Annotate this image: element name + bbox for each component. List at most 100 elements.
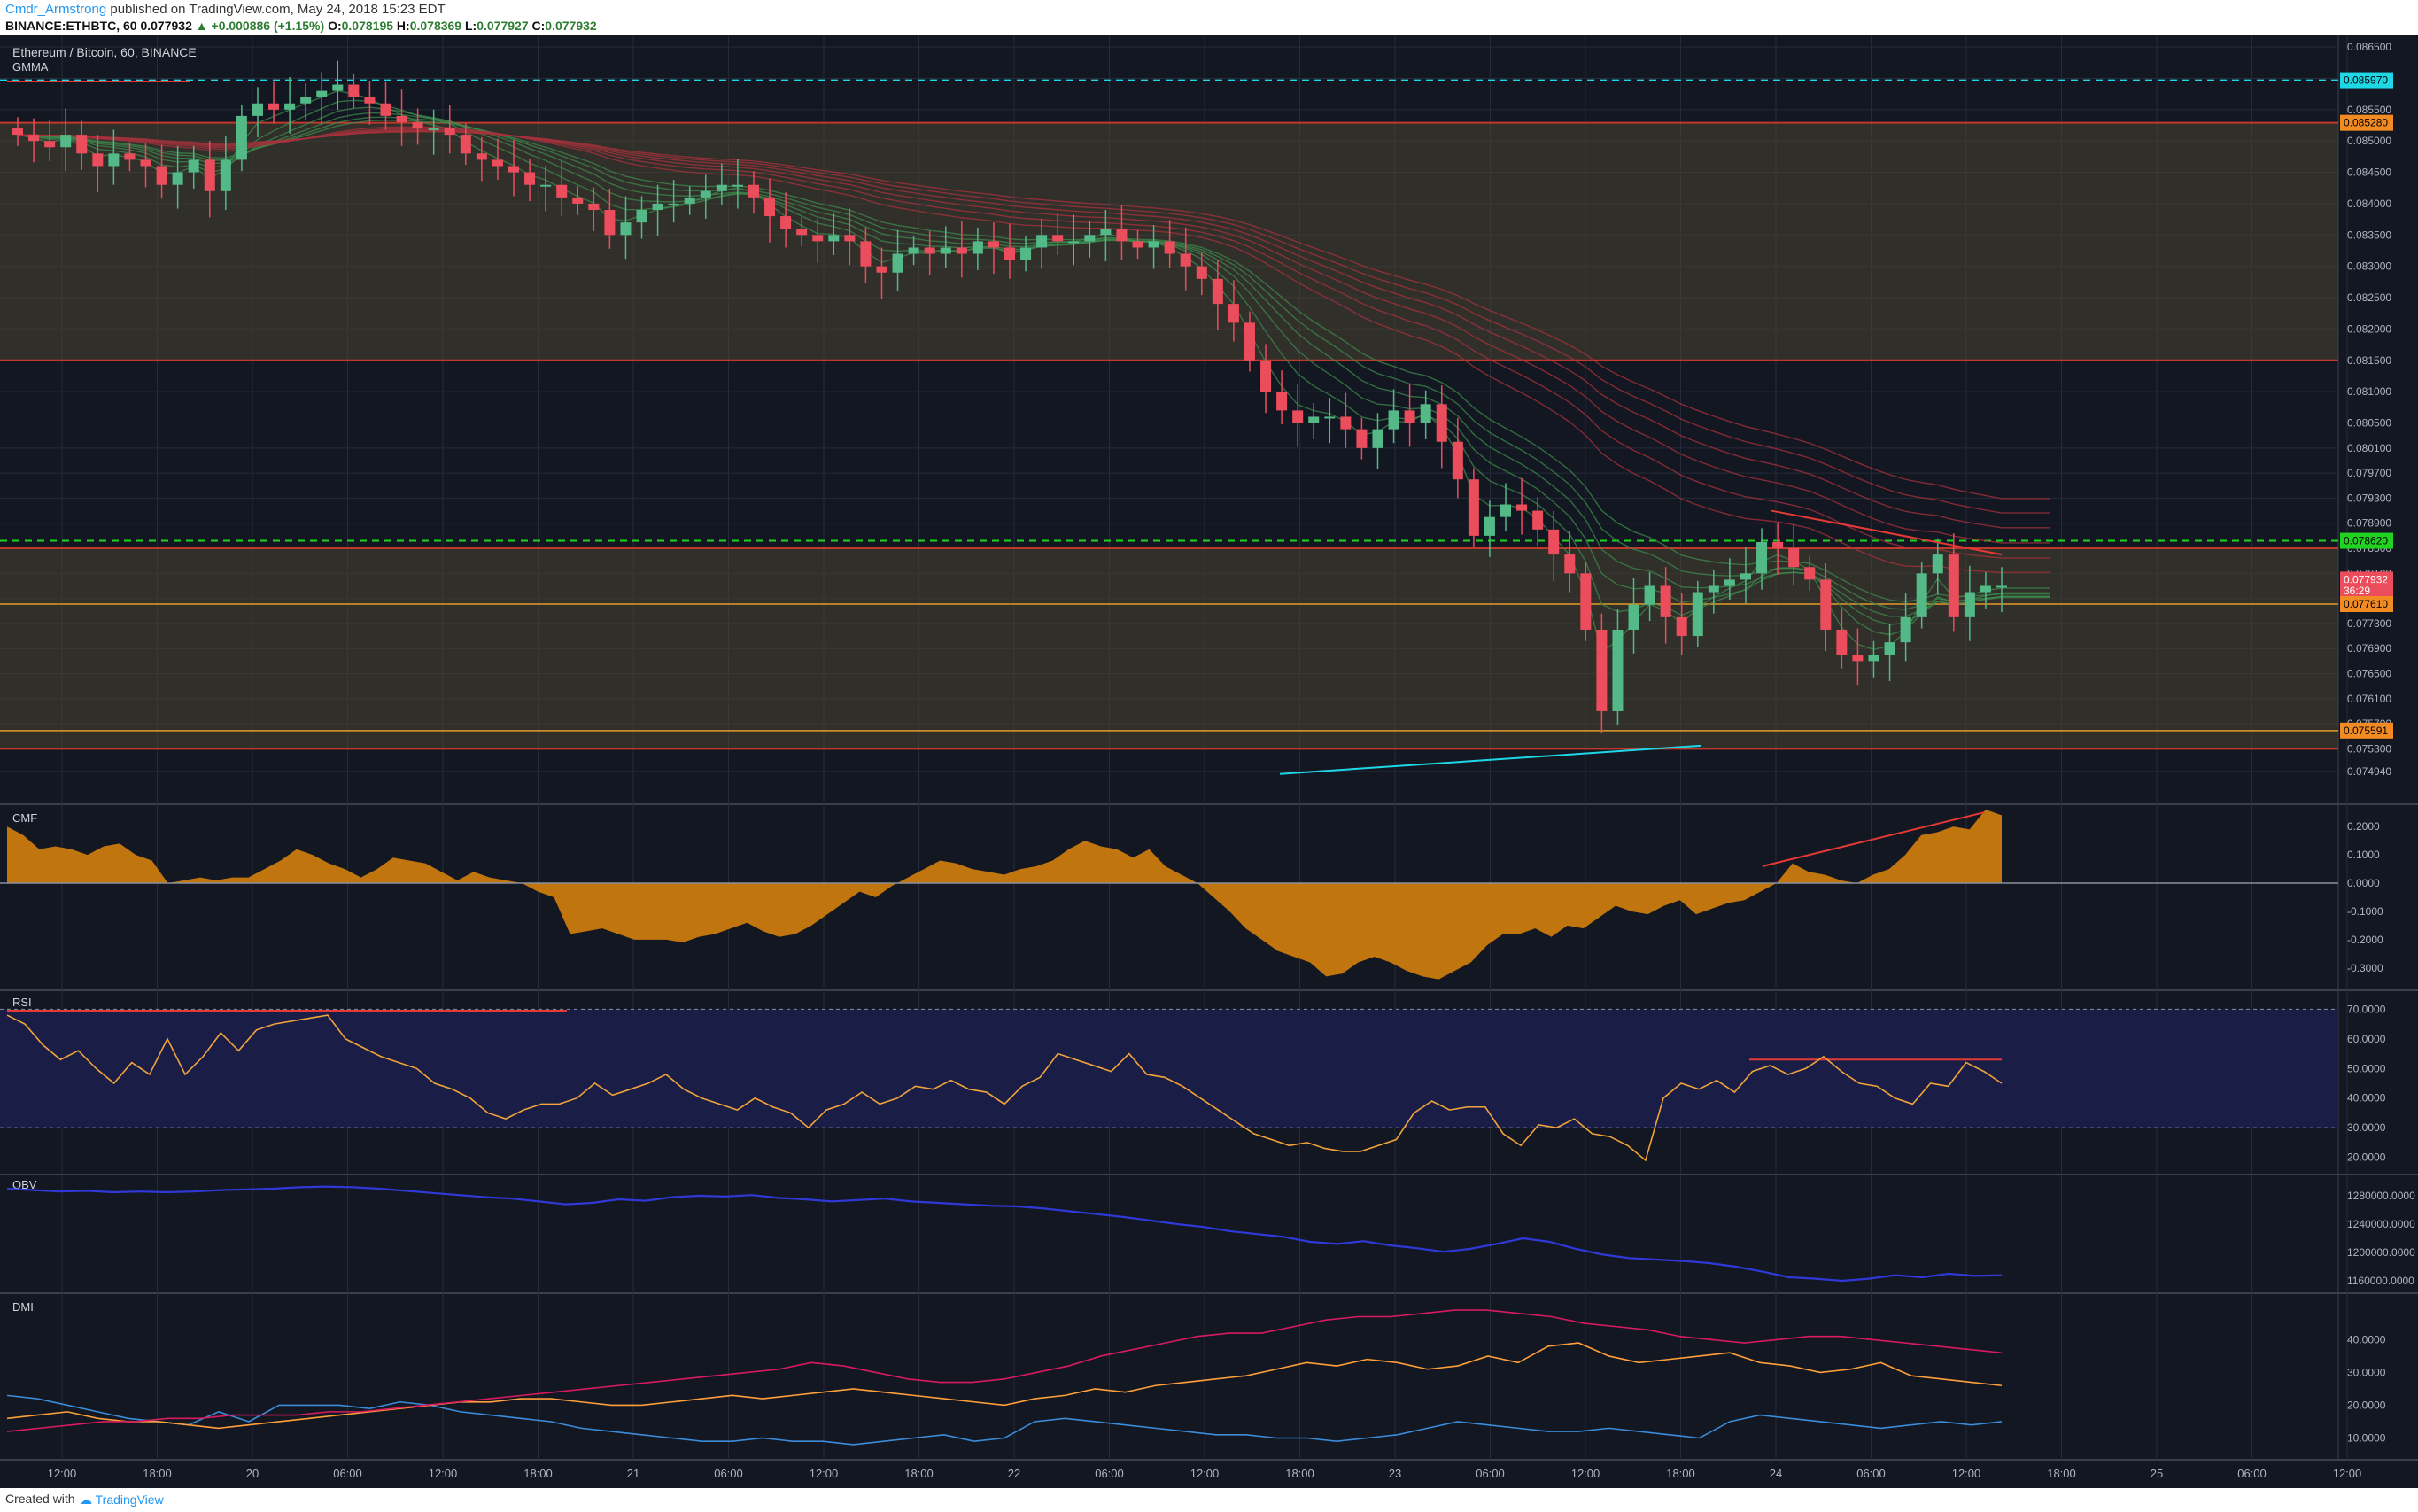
candle-body <box>812 235 824 242</box>
candle-body <box>1484 516 1495 536</box>
candle-body <box>524 172 536 185</box>
rsi-pane[interactable]: RSI <box>0 996 2338 1162</box>
candle-body <box>1356 429 1368 448</box>
price-badge <box>2340 72 2393 89</box>
symbol-label: BINANCE:ETHBTC, 60 <box>5 19 137 33</box>
cmf-tick-label: -0.2000 <box>2347 934 2383 946</box>
candle-body <box>1324 416 1336 419</box>
time-tick-label: 12:00 <box>1952 1467 1981 1480</box>
cmf-tick-label: 0.2000 <box>2347 820 2380 833</box>
candle-body <box>604 210 616 236</box>
candle-body <box>1132 241 1143 248</box>
publish-line: Cmdr_Armstrong published on TradingView.… <box>5 2 446 17</box>
price-tick-label: 0.075300 <box>2347 742 2391 755</box>
candle-body <box>876 266 887 273</box>
price-tick-label: 0.076900 <box>2347 642 2391 655</box>
candle-body <box>908 247 919 254</box>
price-tick-label: 0.076100 <box>2347 693 2391 705</box>
rsi-tick-label: 20.0000 <box>2347 1151 2386 1164</box>
rsi-line <box>6 1014 2003 1162</box>
time-tick-label: 12:00 <box>1571 1467 1600 1480</box>
candle-body <box>76 135 88 154</box>
author-link[interactable]: Cmdr_Armstrong <box>5 2 107 17</box>
tradingview-logo[interactable]: ☁ TradingView <box>80 1493 164 1507</box>
gmma-ribbon-line <box>17 126 2050 574</box>
time-axis[interactable]: 12:00 18:00 20 06:00 12:00 18:00 21 06:00 12:00 1… <box>48 1467 2362 1480</box>
candle-body <box>1564 554 1576 574</box>
price-tick-label: 0.085000 <box>2347 135 2391 147</box>
candle-body <box>396 115 407 122</box>
candle-body <box>460 135 471 154</box>
candle-body <box>1900 616 1911 643</box>
price-pane[interactable]: Ethereum / Bitcoin, 60, BINANCE GMMA <box>0 45 2338 775</box>
dmi-line-1 <box>6 1342 2003 1430</box>
price-badge-label: 36:29 <box>2344 585 2370 597</box>
rsi-tick-label: 70.0000 <box>2347 1003 2386 1015</box>
chart-canvas[interactable]: Ethereum / Bitcoin, 60, BINANCE GMMA CMF… <box>0 35 2418 1488</box>
candle-body <box>1772 541 1784 549</box>
candle-body <box>1948 554 1959 617</box>
candle-body <box>220 159 231 191</box>
dmi-tick-label: 30.0000 <box>2347 1366 2386 1378</box>
price-tick-label: 0.085500 <box>2347 104 2391 116</box>
price-tick-label: 0.081500 <box>2347 354 2391 367</box>
dmi-pane[interactable]: DMI <box>6 1300 2003 1446</box>
candle-body <box>1212 278 1223 305</box>
obv-tick-label: 1240000.0000 <box>2347 1218 2415 1230</box>
candle-body <box>1180 253 1191 267</box>
candle-body <box>428 128 439 131</box>
publish-text: published on TradingView.com, May 24, 20… <box>110 2 446 17</box>
candle-body <box>1692 592 1703 637</box>
price-tick-label: 0.079700 <box>2347 467 2391 479</box>
candle-body <box>348 84 360 97</box>
price-tick-label: 0.080100 <box>2347 442 2391 454</box>
gmma-ribbon-line <box>17 120 2050 603</box>
candle-body <box>924 247 935 254</box>
candle-body <box>300 97 312 104</box>
price-tick-label: 0.076500 <box>2347 668 2391 680</box>
candle-body <box>1836 629 1848 655</box>
candle-body <box>188 159 199 173</box>
candle-body <box>1388 410 1399 430</box>
time-tick-label: 18:00 <box>1285 1467 1314 1480</box>
cmf-pane[interactable]: CMF <box>0 810 2338 980</box>
candle-body <box>12 128 23 136</box>
time-tick-label: 20 <box>246 1467 259 1480</box>
time-tick-label: 18:00 <box>1666 1467 1695 1480</box>
dmi-line-0 <box>6 1394 2003 1446</box>
obv-tick-label: 1160000.0000 <box>2347 1275 2414 1287</box>
candle-body <box>1260 360 1272 392</box>
candle-body <box>1116 229 1128 242</box>
candle-body <box>492 159 503 167</box>
candle-body <box>1196 266 1207 279</box>
candle-body <box>1020 247 1032 260</box>
close-value: 0.077932 <box>545 19 597 33</box>
candle-body <box>1964 592 1975 617</box>
candle-body <box>1164 241 1175 254</box>
candle-body <box>1100 229 1112 236</box>
high-value: 0.078369 <box>409 19 462 33</box>
price-tick-label: 0.084500 <box>2347 167 2391 179</box>
close-label: C: <box>531 19 546 33</box>
high-label: H: <box>396 19 410 33</box>
candle-body <box>92 153 104 167</box>
last-price: 0.077932 <box>140 19 192 33</box>
candle-body <box>284 103 296 110</box>
dmi-tick-label: 40.0000 <box>2347 1333 2386 1345</box>
candle-body <box>860 241 872 267</box>
price-axis[interactable]: 0.0865000.0860000.0855000.0850000.084500… <box>2340 41 2415 1444</box>
open-label: O: <box>328 19 342 33</box>
candle-body <box>1676 616 1687 637</box>
candle-body <box>1932 554 1943 574</box>
candle-body <box>268 103 280 110</box>
candle-body <box>684 197 695 204</box>
cmf-tick-label: -0.3000 <box>2347 962 2383 974</box>
price-badge-label: 0.075591 <box>2344 725 2388 737</box>
rsi-band <box>0 1009 2338 1128</box>
time-tick-label: 12:00 <box>429 1467 458 1480</box>
candle-body <box>940 247 951 254</box>
obv-pane[interactable]: OBV <box>6 1178 2003 1283</box>
low-value: 0.077927 <box>477 19 529 33</box>
time-tick-label: 21 <box>627 1467 639 1480</box>
time-tick-label: 12:00 <box>1190 1467 1220 1480</box>
